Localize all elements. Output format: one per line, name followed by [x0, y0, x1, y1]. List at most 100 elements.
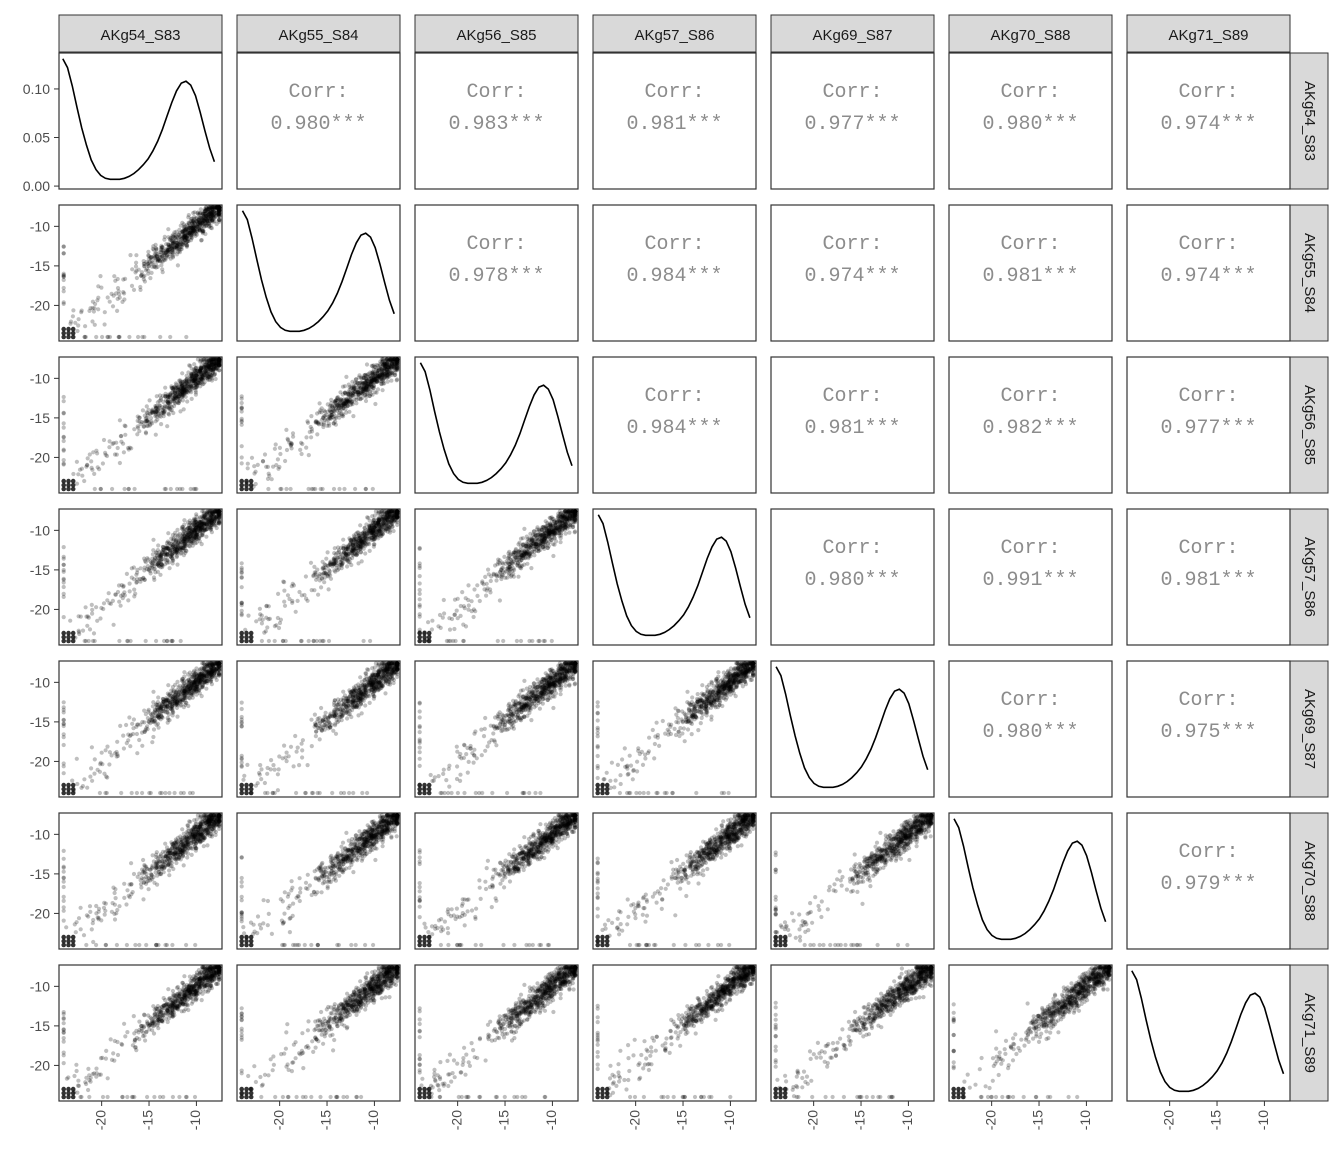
scatter-point: [346, 391, 351, 396]
scatter-point: [66, 482, 71, 488]
corr-value: 0.981***: [982, 265, 1078, 288]
scatter-point: [205, 214, 210, 219]
scatter-point: [74, 481, 80, 486]
scatter-point: [193, 486, 198, 492]
scatter-point: [160, 245, 165, 250]
scatter-point: [371, 531, 376, 536]
scatter-point: [452, 626, 457, 632]
scatter-point: [204, 686, 209, 691]
panel: Corr:0.974***: [1126, 52, 1291, 190]
scatter-point: [122, 297, 127, 302]
scatter-point: [186, 237, 191, 242]
scatter-point: [351, 537, 356, 542]
scatter-point: [484, 581, 489, 586]
scatter-point: [266, 471, 271, 476]
scatter-point: [536, 546, 541, 551]
scatter-point: [308, 560, 314, 565]
scatter-point: [239, 561, 244, 566]
scatter-point: [217, 209, 222, 214]
scatter-point: [557, 527, 562, 532]
scatter-point: [175, 562, 180, 567]
scatter-point: [325, 550, 330, 555]
column-strip: [58, 14, 223, 53]
scatter-point: [170, 532, 175, 538]
scatter-point: [288, 486, 293, 492]
scatter-point: [84, 614, 89, 619]
scatter-point: [94, 605, 99, 610]
column-strip-label: AKg57_S86: [634, 27, 714, 44]
scatter-point: [107, 445, 112, 450]
scatter-point: [305, 598, 310, 603]
corr-value: 0.980***: [982, 113, 1078, 136]
scatter-point: [110, 598, 115, 604]
scatter-point: [146, 268, 151, 273]
scatter-point: [114, 452, 119, 457]
scatter-point: [192, 228, 197, 233]
scatter-point: [417, 597, 422, 602]
scatter-point: [66, 630, 71, 636]
scatter-point: [174, 245, 179, 250]
scatter-point: [217, 205, 222, 210]
scatter-point: [458, 603, 463, 609]
scatter-point: [198, 207, 203, 212]
corr-value: 0.974***: [1160, 113, 1256, 136]
scatter-point: [332, 551, 337, 556]
scatter-point: [351, 414, 356, 419]
scatter-point: [153, 262, 158, 267]
scatter-point: [134, 275, 139, 281]
scatter-point: [321, 565, 326, 571]
scatter-point: [193, 229, 198, 234]
scatter-point: [202, 208, 207, 214]
scatter-point: [244, 634, 249, 640]
scatter-point: [290, 431, 296, 436]
scatter-point: [135, 567, 140, 572]
scatter-point: [117, 638, 122, 644]
scatter-point: [61, 461, 66, 466]
scatter-point: [191, 223, 196, 228]
scatter-point: [127, 334, 132, 340]
scatter-point: [61, 569, 66, 574]
panel: Corr:0.977***: [1126, 356, 1291, 494]
scatter-point: [214, 221, 219, 227]
scatter-point: [185, 237, 190, 242]
scatter-point: [321, 424, 326, 430]
row-strip: [1289, 964, 1329, 1102]
corr-label: Corr:: [822, 81, 882, 104]
scatter-point: [447, 616, 452, 621]
scatter-point: [168, 486, 173, 492]
scatter-point: [206, 212, 211, 217]
scatter-point: [563, 522, 569, 527]
scatter-point: [455, 616, 460, 621]
scatter-point: [319, 585, 324, 590]
scatter-point: [315, 575, 320, 580]
scatter-point: [518, 638, 524, 644]
scatter-point: [177, 246, 182, 251]
scatter-point: [190, 226, 196, 231]
scatter-point: [116, 334, 121, 340]
column-strip-label: AKg56_S85: [456, 27, 536, 44]
scatter-point: [121, 441, 126, 446]
scatter-point: [469, 599, 474, 604]
scatter-point: [165, 247, 171, 252]
scatter-point: [417, 591, 422, 597]
scatter-point: [201, 221, 206, 226]
column-strip-label: AKg71_S89: [1168, 27, 1248, 44]
scatter-point: [328, 576, 334, 581]
scatter-point: [186, 227, 191, 232]
scatter-point: [128, 638, 133, 644]
scatter-point: [208, 225, 213, 230]
scatter-point: [259, 638, 264, 644]
panel: [236, 508, 401, 646]
scatter-point: [353, 390, 358, 395]
scatter-point: [184, 239, 190, 244]
scatter-point: [347, 409, 352, 414]
panel: [414, 508, 579, 646]
scatter-point: [206, 375, 211, 380]
scatter-point: [188, 229, 193, 234]
scatter-point: [166, 254, 171, 259]
corr-label: Corr:: [466, 81, 526, 104]
scatter-point: [132, 427, 137, 432]
corr-label: Corr:: [1000, 81, 1060, 104]
scatter-point: [61, 482, 66, 488]
scatter-point: [239, 455, 244, 460]
